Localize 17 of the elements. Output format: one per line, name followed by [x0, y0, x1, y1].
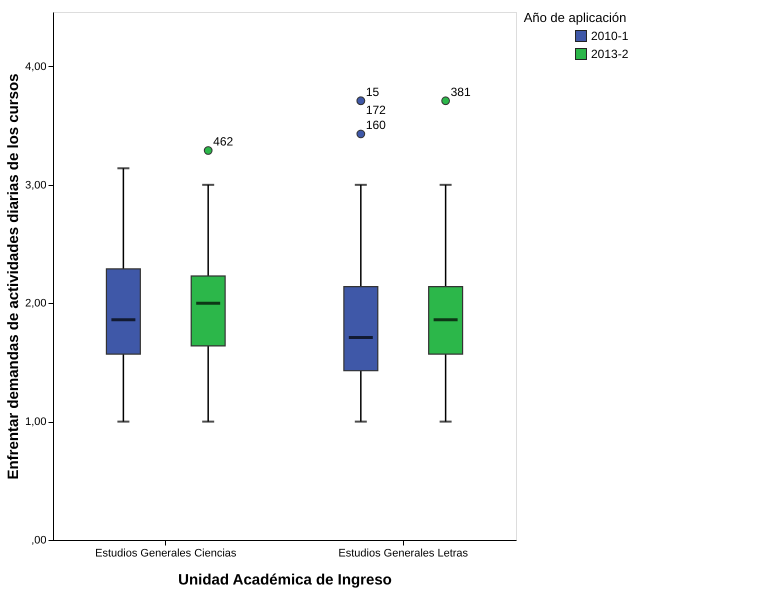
x-axis-title: Unidad Académica de Ingreso — [178, 572, 392, 588]
legend-label: 2013-2 — [591, 47, 629, 61]
annotation: 15 — [366, 84, 380, 99]
y-tick-label: 1,00 — [25, 416, 46, 428]
annotation: 172 — [366, 102, 386, 117]
y-tick-label: 3,00 — [25, 179, 46, 192]
y-axis-title: Enfrentar demandas de actividades diarias de los cursos — [5, 74, 22, 480]
annotation: 462 — [213, 134, 234, 149]
annotation: 381 — [450, 84, 471, 99]
legend-title: Año de aplicación — [524, 10, 626, 25]
x-tick-label: Estudios Generales Letras — [338, 548, 469, 560]
annotation: 160 — [366, 118, 386, 132]
legend-label: 2010-1 — [591, 29, 629, 43]
x-tick-label: Estudios Generales Ciencias — [95, 548, 237, 560]
y-tick-label: ,00 — [31, 534, 46, 546]
y-tick-label: 2,00 — [25, 298, 46, 310]
y-tick-label: 4,00 — [25, 60, 46, 73]
